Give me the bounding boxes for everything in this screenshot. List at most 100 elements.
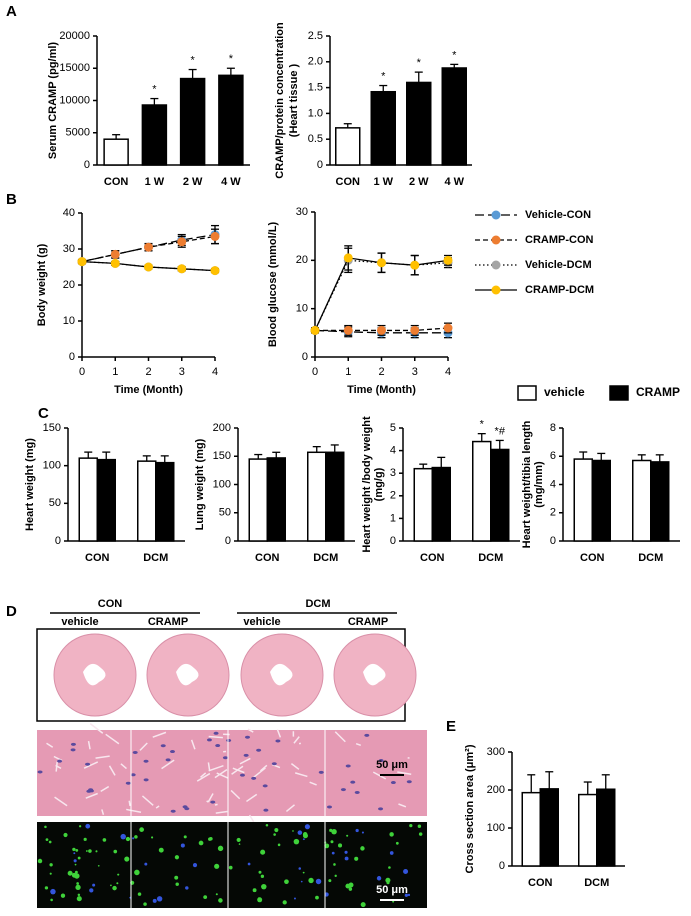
fl-signal — [92, 883, 96, 887]
fl-signal — [95, 850, 98, 853]
point — [110, 249, 120, 259]
he-fiber-gap — [207, 762, 211, 771]
he-nucleus — [222, 756, 228, 760]
point — [210, 266, 220, 276]
y-tick-label: 0 — [55, 535, 61, 547]
panel-letter: C — [38, 405, 49, 422]
fl-signal — [395, 841, 399, 845]
fl-signal — [73, 852, 76, 855]
fl-signal — [238, 843, 241, 845]
histology-header: CON DCM vehicle CRAMP vehicle CRAMP — [50, 598, 397, 628]
fl-signal — [418, 832, 423, 836]
he-fiber-gap — [252, 767, 266, 779]
fl-signal — [403, 869, 409, 875]
bar — [650, 461, 670, 542]
he-nucleus — [251, 776, 257, 780]
significance-label: * — [190, 54, 195, 66]
fl-signal — [260, 849, 266, 855]
x-tick-label: DCM — [584, 877, 609, 889]
fl-signal — [331, 828, 337, 835]
fl-signal — [344, 856, 349, 861]
he-nucleus — [70, 742, 76, 746]
bar — [78, 457, 98, 542]
he-fiber-gap — [46, 742, 54, 748]
he-fiber-gap — [334, 731, 346, 743]
fl-signal — [183, 835, 187, 839]
y-tick-label: 100 — [213, 478, 231, 490]
y-tick-label: 2 — [550, 507, 556, 519]
point — [144, 262, 153, 272]
significance-label: *# — [495, 425, 506, 437]
he-fiber-gap — [196, 772, 211, 782]
y-axis-label: Heart weight/tibia length — [521, 420, 533, 548]
x-tick-label: 2 — [145, 366, 151, 378]
he-fiber-gap — [309, 781, 317, 786]
y-tick-label: 40 — [63, 207, 75, 219]
ventricle-lumen — [363, 663, 386, 686]
fl-signal — [85, 850, 88, 852]
fl-signal — [260, 874, 265, 879]
y-tick-label: 10000 — [59, 94, 90, 106]
bar — [266, 457, 286, 542]
legend-swatch — [609, 385, 629, 401]
x-tick-label: 0 — [79, 366, 85, 378]
he-fiber-gap — [247, 728, 254, 733]
fl-signal — [217, 845, 224, 852]
y-tick-label: 0 — [499, 860, 505, 872]
bar — [137, 460, 157, 542]
bar — [573, 458, 593, 542]
fl-signal — [137, 892, 142, 896]
panel-letter: E — [446, 718, 456, 735]
y-tick-label: 30 — [63, 243, 75, 255]
y-tick-label: 150 — [43, 422, 61, 434]
y-axis-label: Blood glucose (mmol/L) — [267, 222, 279, 348]
he-nucleus — [256, 748, 262, 752]
fl-signal — [328, 879, 332, 883]
y-axis-label: Lung weight (mg) — [194, 438, 206, 530]
he-nucleus — [244, 735, 250, 739]
y-tick-label: 0 — [302, 351, 308, 363]
fl-signal — [112, 885, 117, 891]
y-axis-label: (Heart tissue ) — [288, 63, 300, 137]
y-tick-label: 20000 — [59, 30, 90, 42]
y-tick-label: 0 — [84, 159, 90, 171]
fl-signal — [261, 883, 267, 890]
legend-label: Vehicle-CON — [525, 209, 591, 221]
he-nucleus — [37, 770, 43, 774]
fl-signal — [293, 897, 296, 900]
fl-signal — [180, 843, 185, 848]
fl-signal — [334, 874, 337, 877]
significance-label: * — [152, 83, 157, 95]
scale-bar-label: 50 μm — [376, 884, 408, 896]
he-nucleus — [57, 759, 63, 763]
fl-signal — [257, 897, 263, 903]
bar — [325, 451, 345, 542]
he-fiber-gap — [89, 723, 104, 734]
fl-signal — [277, 843, 281, 847]
fl-signal — [134, 835, 138, 839]
scale-bar-label: 50 μm — [376, 759, 408, 771]
fl-signal — [44, 825, 47, 829]
x-tick-label: 4 W — [221, 176, 241, 188]
he-nucleus — [354, 790, 360, 794]
ventricle-lumen — [270, 663, 293, 686]
fl-signal — [192, 863, 198, 868]
y-tick-label: 200 — [213, 422, 231, 434]
x-tick-label: CON — [104, 176, 129, 188]
y-tick-label: 5 — [390, 422, 396, 434]
fl-signal — [67, 870, 73, 876]
fl-signal — [102, 838, 107, 842]
chart: 0 0.5 1.0 1.5 2.0 2.5 CRAMP/protein concentrat… — [274, 22, 472, 188]
x-tick-label: CON — [528, 877, 553, 889]
fl-signal — [116, 882, 119, 885]
fl-signal — [88, 849, 92, 853]
he-nucleus — [243, 753, 249, 757]
fl-signal — [300, 880, 303, 883]
y-tick-label: 3 — [390, 467, 396, 479]
x-tick-label: 4 — [445, 366, 451, 378]
fl-signal — [175, 882, 179, 886]
fl-signal — [214, 863, 220, 869]
fl-signal — [71, 872, 77, 878]
significance-label: * — [381, 70, 386, 82]
